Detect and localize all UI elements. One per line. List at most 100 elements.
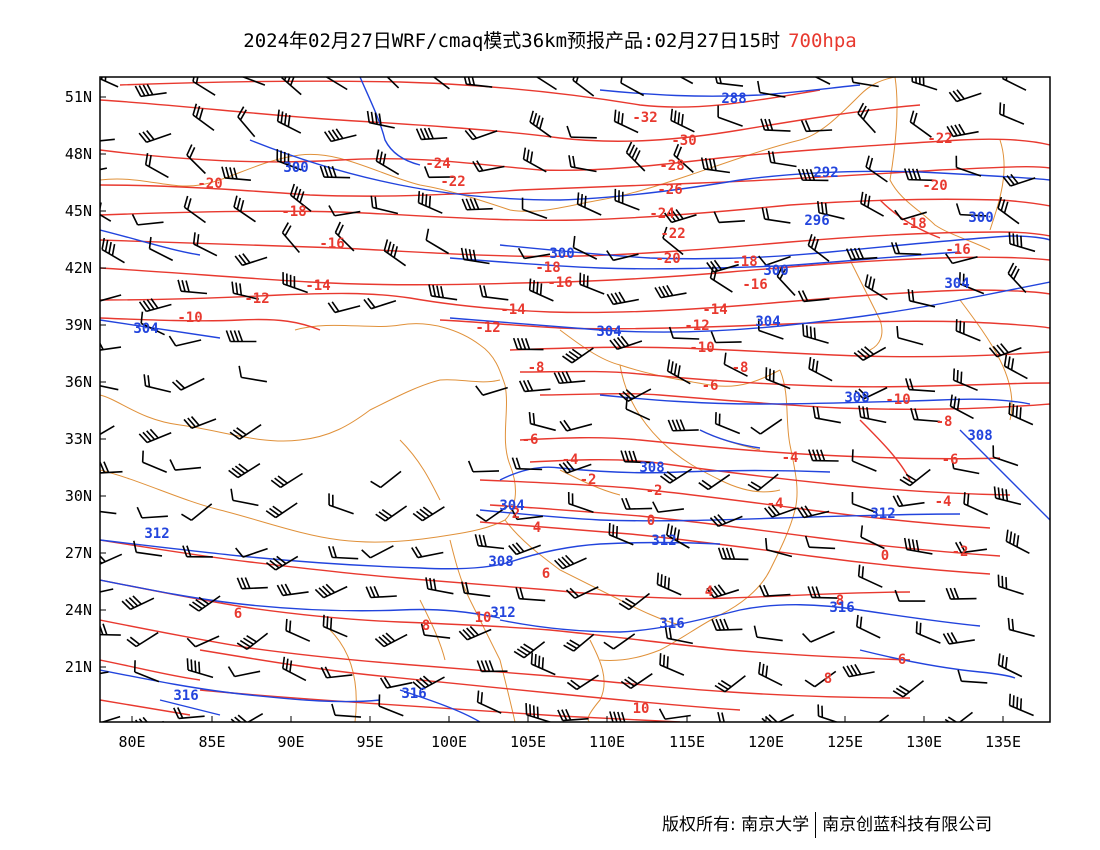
wind-barb [528, 278, 554, 302]
wind-barb [420, 623, 451, 639]
latitude-axis: 51N 48N 45N 42N 39N 36N 33N 30N 27N 24N 21N [65, 88, 106, 676]
wind-barb [476, 690, 502, 714]
height-contour-label: 304 [596, 324, 621, 340]
wind-barb [709, 266, 733, 293]
wind-barb [101, 237, 125, 264]
wind-barb [1008, 402, 1034, 426]
isotherm-label: -12 [244, 291, 269, 307]
wind-barb [905, 378, 936, 393]
height-contour-label: 296 [804, 213, 829, 229]
isotherm-label: 10 [633, 701, 650, 717]
height-contour-label: 316 [829, 600, 854, 616]
wind-barb [1008, 693, 1034, 717]
wind-barb [328, 493, 354, 515]
isotherm-label: -16 [547, 275, 572, 291]
wind-barb [511, 508, 543, 521]
wind-barb [528, 411, 556, 432]
wind-barb [559, 419, 593, 432]
isotherm-label: -10 [689, 340, 714, 356]
wind-barb [896, 326, 924, 346]
wind-barb [1005, 529, 1030, 555]
wind-barb [133, 660, 160, 683]
isotherm-label: 10 [475, 610, 492, 626]
height-contour-label: 300 [763, 263, 788, 279]
wind-barb [572, 235, 598, 260]
copyright-text: 版权所有: 南京大学 [662, 815, 810, 835]
wind-barb [144, 153, 169, 179]
isotherm-label: 8 [422, 618, 430, 634]
height-contour-label: 288 [721, 91, 746, 107]
wind-barb [100, 671, 109, 678]
wind-barb [606, 291, 639, 306]
wind-barb [963, 492, 989, 516]
wind-barb [620, 450, 651, 464]
wind-barb [183, 195, 206, 224]
wind-barb [892, 495, 925, 508]
wind-barb [567, 492, 594, 513]
wind-barb [894, 209, 927, 221]
wind-barb [228, 463, 261, 479]
wind-barb [100, 623, 121, 636]
wind-barb [100, 715, 121, 722]
wind-barb [328, 205, 361, 217]
height-contour-label: 308 [488, 554, 513, 570]
height-contour-label: 308 [967, 428, 992, 444]
wind-barb [907, 289, 936, 308]
isotherm-label: 0 [647, 513, 655, 529]
wind-barb [659, 653, 685, 676]
wind-barb [804, 535, 836, 550]
wind-barb [717, 547, 749, 561]
isotherm-label: -16 [945, 242, 970, 258]
wind-barb [522, 147, 547, 173]
wind-barb [957, 669, 988, 684]
wind-barb [952, 368, 978, 392]
wind-barb [816, 201, 845, 220]
footer: 版权所有: 南京大学 南京创蓝科技有限公司 [662, 810, 992, 838]
wind-barb [764, 504, 797, 518]
wind-barb [808, 356, 833, 382]
wind-barb [378, 694, 404, 717]
wind-barb [423, 166, 455, 179]
isotherm-lines [100, 80, 1050, 722]
wind-barbs [100, 77, 1036, 722]
isotherm-label: -20 [655, 251, 680, 267]
wind-barb [776, 265, 796, 296]
isotherm-label: -8 [528, 360, 545, 376]
wind-barb [714, 412, 741, 435]
wind-barb [324, 77, 348, 91]
wind-barb [412, 506, 445, 522]
wind-barb [614, 188, 640, 211]
wind-barb [171, 377, 205, 391]
wind-barb [282, 656, 307, 682]
title-main: 2024年02月27日WRF/cmaq模式36km预报产品:02月27日15时 [243, 30, 781, 52]
wind-barb [750, 418, 783, 435]
lat-tick-label: 42N [65, 259, 92, 277]
wind-barb [954, 541, 988, 554]
wind-barb [370, 470, 402, 489]
height-contour-label: 312 [144, 526, 169, 542]
wind-barb [988, 343, 1022, 358]
isotherm-label: -24 [425, 156, 450, 172]
wind-barb [948, 89, 982, 103]
wind-barb [992, 445, 1019, 467]
lat-tick-label: 30N [65, 487, 92, 505]
wind-barb [941, 711, 973, 722]
wind-barb [758, 255, 791, 266]
wind-barb [807, 586, 838, 599]
wind-barb [512, 337, 544, 351]
wind-barb [864, 274, 888, 301]
height-contour-label: 304 [133, 321, 158, 337]
wind-barb [188, 595, 221, 612]
isotherm-label: 6 [542, 566, 550, 582]
plot-frame [99, 76, 1051, 723]
longitude-axis: 80E 85E 90E 95E 100E 105E 110E 115E 120E 125E 130E… [118, 716, 1021, 751]
wind-barb [192, 77, 216, 96]
wind-barb [464, 128, 498, 141]
wind-barb [860, 191, 884, 217]
isotherm-label: -18 [535, 260, 560, 276]
isotherm-label: -6 [702, 378, 719, 394]
isotherm-label: -6 [942, 452, 959, 468]
lon-tick-label: 105E [510, 733, 546, 751]
wind-barb [660, 468, 693, 484]
isotherm-label: -14 [702, 302, 727, 318]
